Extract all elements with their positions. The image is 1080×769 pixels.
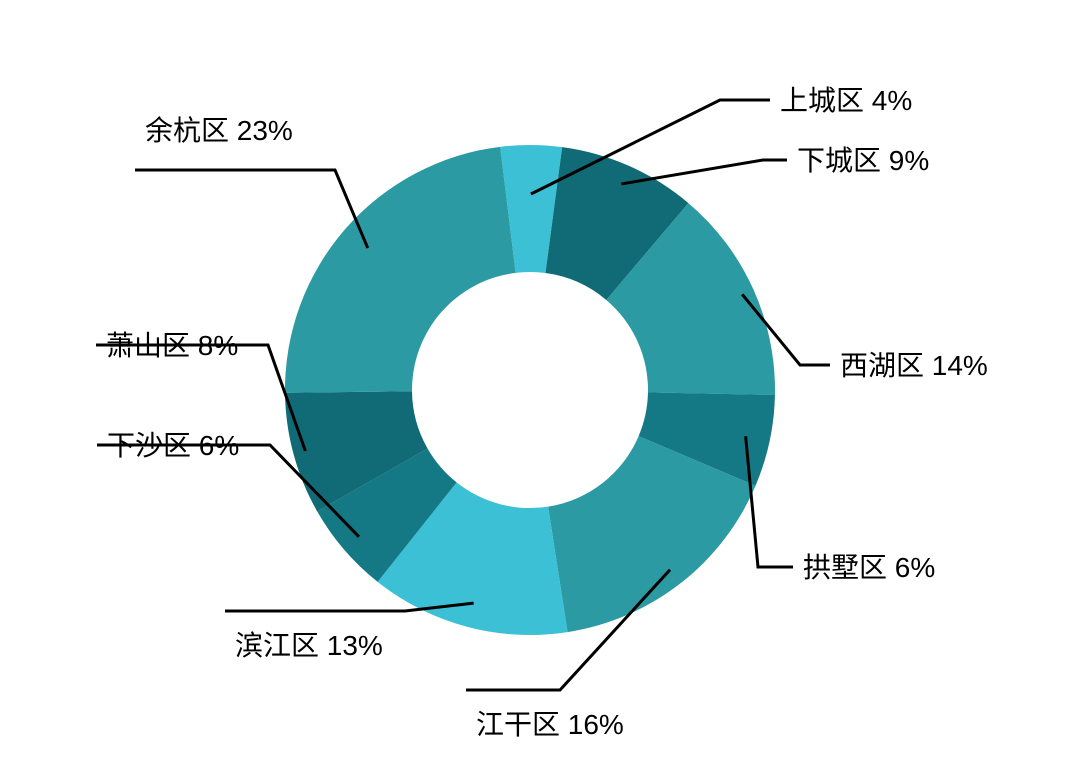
label-下城区: 下城区 9%	[797, 145, 929, 176]
label-西湖区: 西湖区 14%	[840, 350, 988, 381]
donut-chart: 上城区 4% 下城区 9% 西湖区 14% 拱墅区 6% 江干区 16% 滨江区 13% 下…	[0, 0, 1080, 769]
label-下沙区: 下沙区 6%	[107, 430, 239, 461]
label-萧山区: 萧山区 8%	[106, 330, 238, 361]
label-江干区: 江干区 16%	[476, 709, 624, 740]
label-上城区: 上城区 4%	[780, 85, 912, 116]
label-滨江区: 滨江区 13%	[235, 630, 383, 661]
label-拱墅区: 拱墅区 6%	[803, 552, 935, 583]
label-余杭区: 余杭区 23%	[145, 115, 293, 146]
